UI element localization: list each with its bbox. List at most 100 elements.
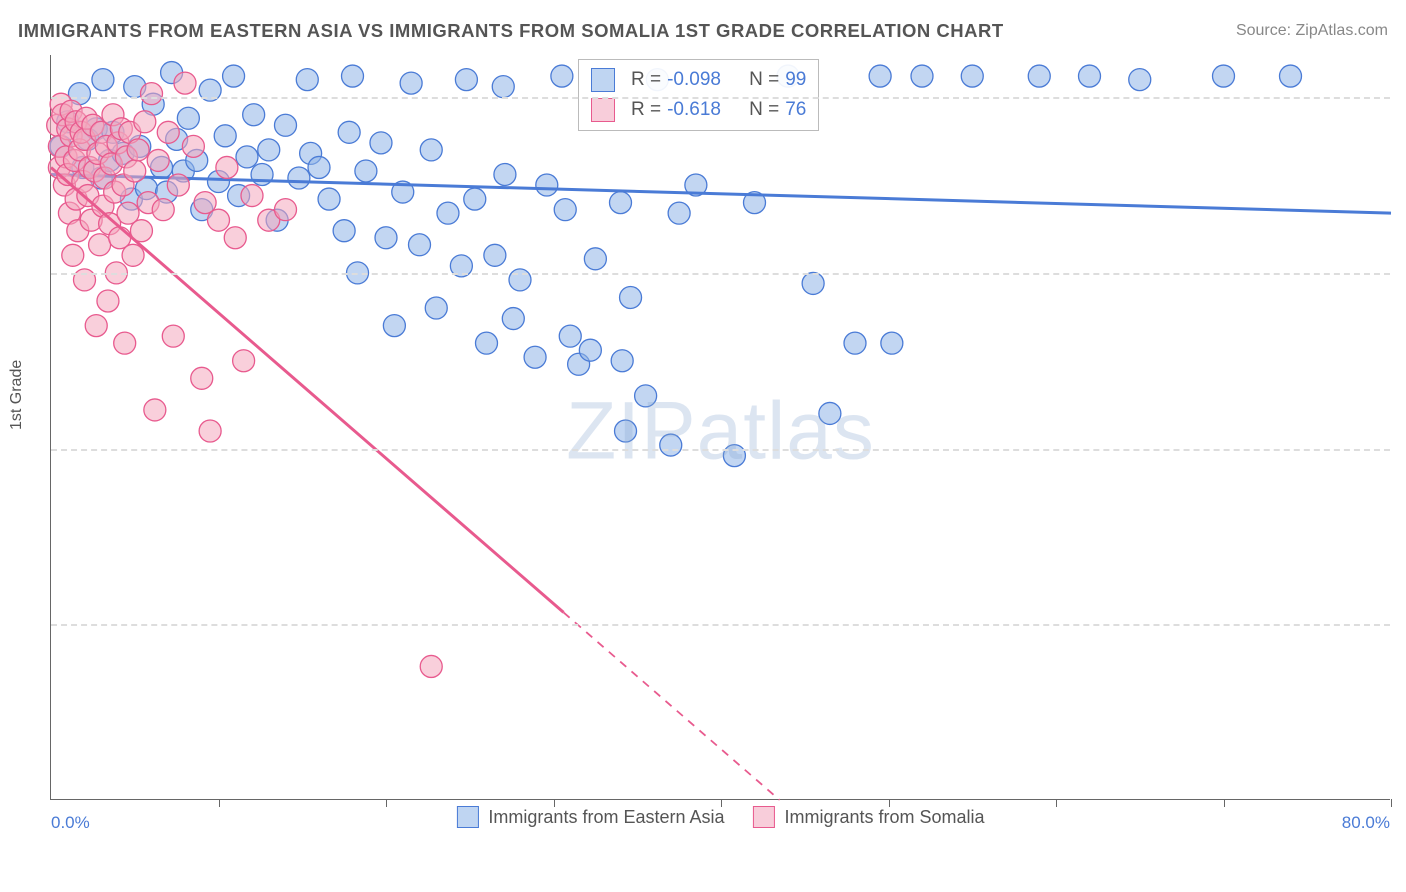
- data-point: [97, 290, 119, 312]
- data-point: [308, 156, 330, 178]
- data-point: [881, 332, 903, 354]
- x-tick: [554, 799, 555, 807]
- data-point: [844, 332, 866, 354]
- data-point: [484, 244, 506, 266]
- data-point: [92, 69, 114, 91]
- data-point: [383, 315, 405, 337]
- x-tick: [721, 799, 722, 807]
- correlation-row: R = -0.098 N = 99: [591, 65, 806, 95]
- r-label: R =: [631, 95, 661, 125]
- y-tick-label: 85.0%: [1400, 614, 1406, 634]
- data-point: [167, 174, 189, 196]
- data-point: [216, 156, 238, 178]
- regression-line: [51, 167, 564, 612]
- series-legend: Immigrants from Eastern Asia Immigrants f…: [442, 806, 998, 833]
- data-point: [342, 65, 364, 87]
- data-point: [144, 399, 166, 421]
- data-point: [147, 149, 169, 171]
- x-tick: [1056, 799, 1057, 807]
- x-tick: [889, 799, 890, 807]
- data-point: [476, 332, 498, 354]
- data-point: [152, 199, 174, 221]
- data-point: [554, 199, 576, 221]
- correlation-row: R = -0.618N = 76: [591, 95, 806, 125]
- data-point: [409, 234, 431, 256]
- n-value: 99: [785, 65, 806, 95]
- data-point: [275, 199, 297, 221]
- legend-swatch: [591, 68, 615, 92]
- gridline: [51, 273, 1390, 275]
- data-point: [241, 185, 263, 207]
- data-point: [559, 325, 581, 347]
- data-point: [610, 192, 632, 214]
- y-axis-label: 1st Grade: [8, 360, 26, 430]
- plot-area: ZIPatlas R = -0.098N = 99R = -0.618N = 7…: [50, 55, 1390, 800]
- data-point: [1280, 65, 1302, 87]
- data-point: [214, 125, 236, 147]
- x-tick: [386, 799, 387, 807]
- legend-swatch: [753, 806, 775, 828]
- data-point: [802, 272, 824, 294]
- data-point: [502, 308, 524, 330]
- data-point: [551, 65, 573, 87]
- data-point: [208, 209, 230, 231]
- data-point: [420, 655, 442, 677]
- data-point: [494, 163, 516, 185]
- data-point: [1079, 65, 1101, 87]
- r-label: R =: [631, 65, 661, 95]
- data-point: [961, 65, 983, 87]
- data-point: [134, 111, 156, 133]
- data-point: [122, 244, 144, 266]
- data-point: [1028, 65, 1050, 87]
- legend-swatch: [591, 98, 615, 122]
- data-point: [524, 346, 546, 368]
- data-point: [1213, 65, 1235, 87]
- data-point: [536, 174, 558, 196]
- x-max-label: 80.0%: [1342, 813, 1390, 833]
- r-value: -0.098: [667, 65, 735, 95]
- n-label: N =: [749, 65, 779, 95]
- data-point: [869, 65, 891, 87]
- correlation-legend: R = -0.098N = 99R = -0.618N = 76: [578, 59, 819, 131]
- data-point: [579, 339, 601, 361]
- y-tick-label: 100.0%: [1400, 87, 1406, 107]
- x-tick: [1391, 799, 1392, 807]
- scatter-svg: [51, 55, 1390, 799]
- data-point: [141, 83, 163, 105]
- data-point: [584, 248, 606, 270]
- data-point: [243, 104, 265, 126]
- x-min-label: 0.0%: [51, 813, 90, 833]
- y-tick-label: 90.0%: [1400, 439, 1406, 459]
- data-point: [611, 350, 633, 372]
- legend-label: Immigrants from Eastern Asia: [488, 807, 724, 828]
- data-point: [191, 367, 213, 389]
- gridline: [51, 624, 1390, 626]
- data-point: [615, 420, 637, 442]
- legend-label: Immigrants from Somalia: [785, 807, 985, 828]
- data-point: [127, 139, 149, 161]
- data-point: [635, 385, 657, 407]
- gridline: [51, 449, 1390, 451]
- data-point: [275, 114, 297, 136]
- data-point: [233, 350, 255, 372]
- data-point: [124, 160, 146, 182]
- data-point: [370, 132, 392, 154]
- data-point: [89, 234, 111, 256]
- data-point: [911, 65, 933, 87]
- data-point: [62, 244, 84, 266]
- data-point: [375, 227, 397, 249]
- data-point: [400, 72, 422, 94]
- data-point: [157, 121, 179, 143]
- data-point: [420, 139, 442, 161]
- n-label: N =: [749, 95, 779, 125]
- legend-swatch: [456, 806, 478, 828]
- x-tick: [219, 799, 220, 807]
- data-point: [333, 220, 355, 242]
- data-point: [455, 69, 477, 91]
- data-point: [1129, 69, 1151, 91]
- data-point: [199, 420, 221, 442]
- r-value: -0.618: [667, 95, 735, 125]
- data-point: [85, 315, 107, 337]
- x-tick: [1224, 799, 1225, 807]
- gridline: [51, 97, 1390, 99]
